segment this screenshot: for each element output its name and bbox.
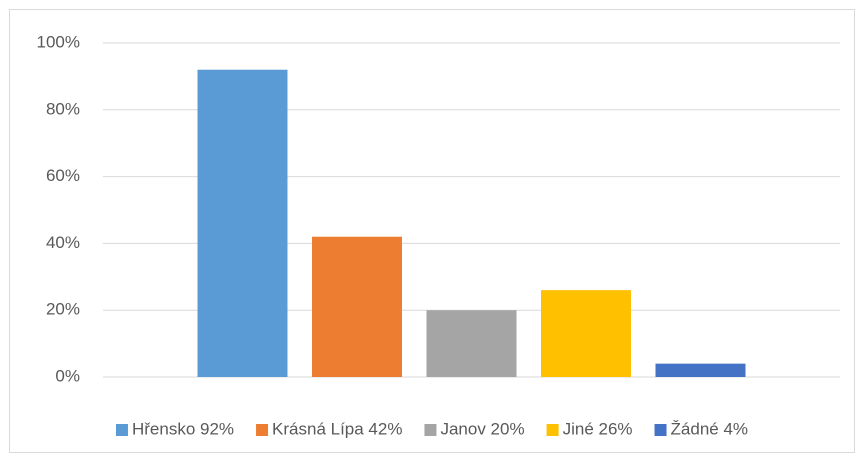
legend: Hřensko 92% Krásná Lípa 42% Janov 20% Jiné … — [115, 419, 749, 438]
bar — [426, 310, 517, 377]
y-tick-label: 0% — [55, 366, 80, 385]
y-tick-label: 60% — [46, 166, 80, 185]
bar — [197, 69, 288, 377]
legend-swatch — [256, 424, 269, 436]
y-tick-label: 40% — [46, 233, 80, 252]
chart-border — [9, 9, 855, 453]
y-tick-label: 80% — [46, 99, 80, 118]
y-tick-label: 20% — [46, 300, 80, 319]
legend-swatch — [115, 424, 128, 436]
legend-label: Žádné 4% — [671, 419, 749, 438]
bar — [655, 363, 746, 377]
legend-label: Janov 20% — [440, 419, 524, 438]
legend-swatch — [546, 424, 559, 436]
legend-label: Krásná Lípa 42% — [272, 419, 402, 438]
legend-label: Hřensko 92% — [132, 419, 234, 438]
y-tick-label: 100% — [37, 32, 80, 51]
legend-swatch — [424, 424, 437, 436]
bar — [541, 290, 631, 377]
legend-label: Jiné 26% — [563, 419, 633, 438]
legend-swatch — [654, 424, 667, 436]
bar — [312, 236, 402, 377]
